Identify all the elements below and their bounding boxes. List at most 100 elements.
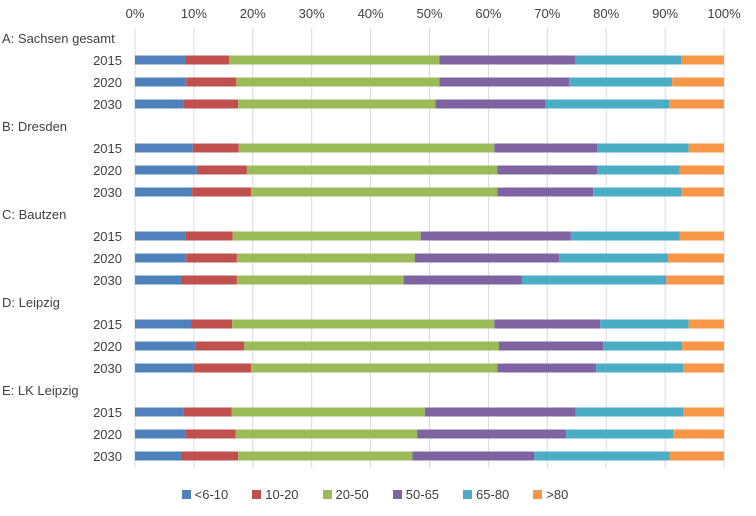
bar-segment	[195, 341, 244, 351]
bar-segment	[246, 165, 498, 175]
bar-segment	[683, 407, 724, 417]
row-year-label: 2030	[93, 361, 122, 376]
legend-swatch	[322, 490, 332, 499]
bar-segment	[494, 143, 598, 153]
row-year-label: 2015	[93, 317, 122, 332]
bar-segment	[673, 429, 724, 439]
bar-segment	[135, 275, 181, 285]
row-year-label: 2015	[93, 229, 122, 244]
row-year-label: 2015	[93, 405, 122, 420]
legend-swatch	[533, 490, 543, 499]
bar-segment	[682, 341, 724, 351]
bar-segment	[575, 407, 684, 417]
legend-label: >80	[546, 487, 569, 502]
bar-segment	[236, 275, 404, 285]
bar-segment	[180, 451, 239, 461]
bar-segment	[597, 143, 689, 153]
bar-segment	[135, 99, 184, 109]
bar-segment	[424, 407, 576, 417]
bar-segment	[679, 165, 724, 175]
legend-label: 65-80	[476, 487, 510, 502]
bar-segment	[251, 187, 498, 197]
x-tick-label: 20%	[240, 6, 266, 21]
group-label: D: Leipzig	[2, 295, 60, 310]
legend-item: 50-65	[392, 487, 445, 502]
bar-segment	[190, 319, 233, 329]
bar-segment	[668, 253, 724, 263]
row-year-label: 2015	[93, 141, 122, 156]
bar-segment	[497, 363, 597, 373]
bar-segment	[574, 55, 682, 65]
bar-segment	[669, 99, 724, 109]
x-tick-label: 80%	[593, 6, 619, 21]
legend-item: 10-20	[252, 487, 304, 502]
x-tick-label: 60%	[475, 6, 501, 21]
bar-segment	[545, 99, 670, 109]
bar-segment	[236, 77, 440, 87]
row-year-label: 2030	[93, 273, 122, 288]
chart-legend: <6-10 10-20 20-50 50-65 65-80 >80	[0, 487, 756, 502]
row-year-label: 2020	[93, 339, 122, 354]
group-label: E: LK Leipzig	[2, 383, 79, 398]
legend-label: <6-10	[194, 487, 229, 502]
bar-segment	[183, 99, 239, 109]
x-tick-label: 90%	[652, 6, 678, 21]
row-year-label: 2020	[93, 163, 122, 178]
bar-segment	[251, 363, 498, 373]
bar-segment	[135, 429, 186, 439]
bar-segment	[192, 143, 239, 153]
bar-segment	[238, 99, 436, 109]
bar-segment	[135, 407, 184, 417]
bar-segment	[435, 99, 546, 109]
bar-segment	[135, 319, 191, 329]
legend-item: 65-80	[463, 487, 515, 502]
bar-segment	[135, 165, 197, 175]
bar-segment	[185, 429, 236, 439]
bar-segment	[135, 451, 181, 461]
bar-segment	[193, 363, 252, 373]
group-label: B: Dresden	[2, 119, 67, 134]
bar-segment	[229, 55, 440, 65]
bar-segment	[494, 319, 601, 329]
bar-segment	[135, 363, 194, 373]
x-tick-label: 30%	[299, 6, 325, 21]
legend-swatch	[463, 490, 473, 499]
bar-segment	[593, 187, 682, 197]
bar-segment	[135, 231, 186, 241]
x-tick-label: 100%	[707, 6, 741, 21]
legend-label: 20-50	[335, 487, 369, 502]
bar-segment	[688, 143, 724, 153]
bar-segment	[688, 319, 724, 329]
bar-segment	[236, 253, 415, 263]
bar-segment	[600, 319, 689, 329]
bar-segment	[238, 451, 413, 461]
bar-segment	[683, 363, 724, 373]
bar-segment	[597, 165, 680, 175]
bar-segment	[231, 407, 425, 417]
bar-segment	[417, 429, 567, 439]
bar-segment	[559, 253, 669, 263]
bar-segment	[499, 341, 604, 351]
bar-segment	[681, 55, 724, 65]
group-label: A: Sachsen gesamt	[2, 31, 115, 46]
bar-segment	[603, 341, 683, 351]
bar-segment	[497, 165, 598, 175]
bar-segment	[414, 253, 560, 263]
bar-segment	[192, 187, 252, 197]
row-year-label: 2020	[93, 251, 122, 266]
row-year-label: 2015	[93, 53, 122, 68]
legend-item: <6-10	[181, 487, 235, 502]
stacked-bar-chart: 0% 10% 20% 30% 40% 50% 60% 70% 80% 90% 100% A: Sach…	[2, 6, 741, 468]
bar-segment	[534, 451, 670, 461]
x-tick-label: 70%	[534, 6, 560, 21]
bar-segment	[135, 341, 196, 351]
bar-segment	[185, 55, 230, 65]
row-year-label: 2020	[93, 427, 122, 442]
legend-swatch	[181, 490, 191, 499]
x-tick-label: 40%	[358, 6, 384, 21]
bar-segment	[403, 275, 522, 285]
legend-swatch	[392, 490, 402, 499]
bar-segment	[243, 341, 500, 351]
bar-segment	[570, 231, 680, 241]
bar-segment	[672, 77, 724, 87]
